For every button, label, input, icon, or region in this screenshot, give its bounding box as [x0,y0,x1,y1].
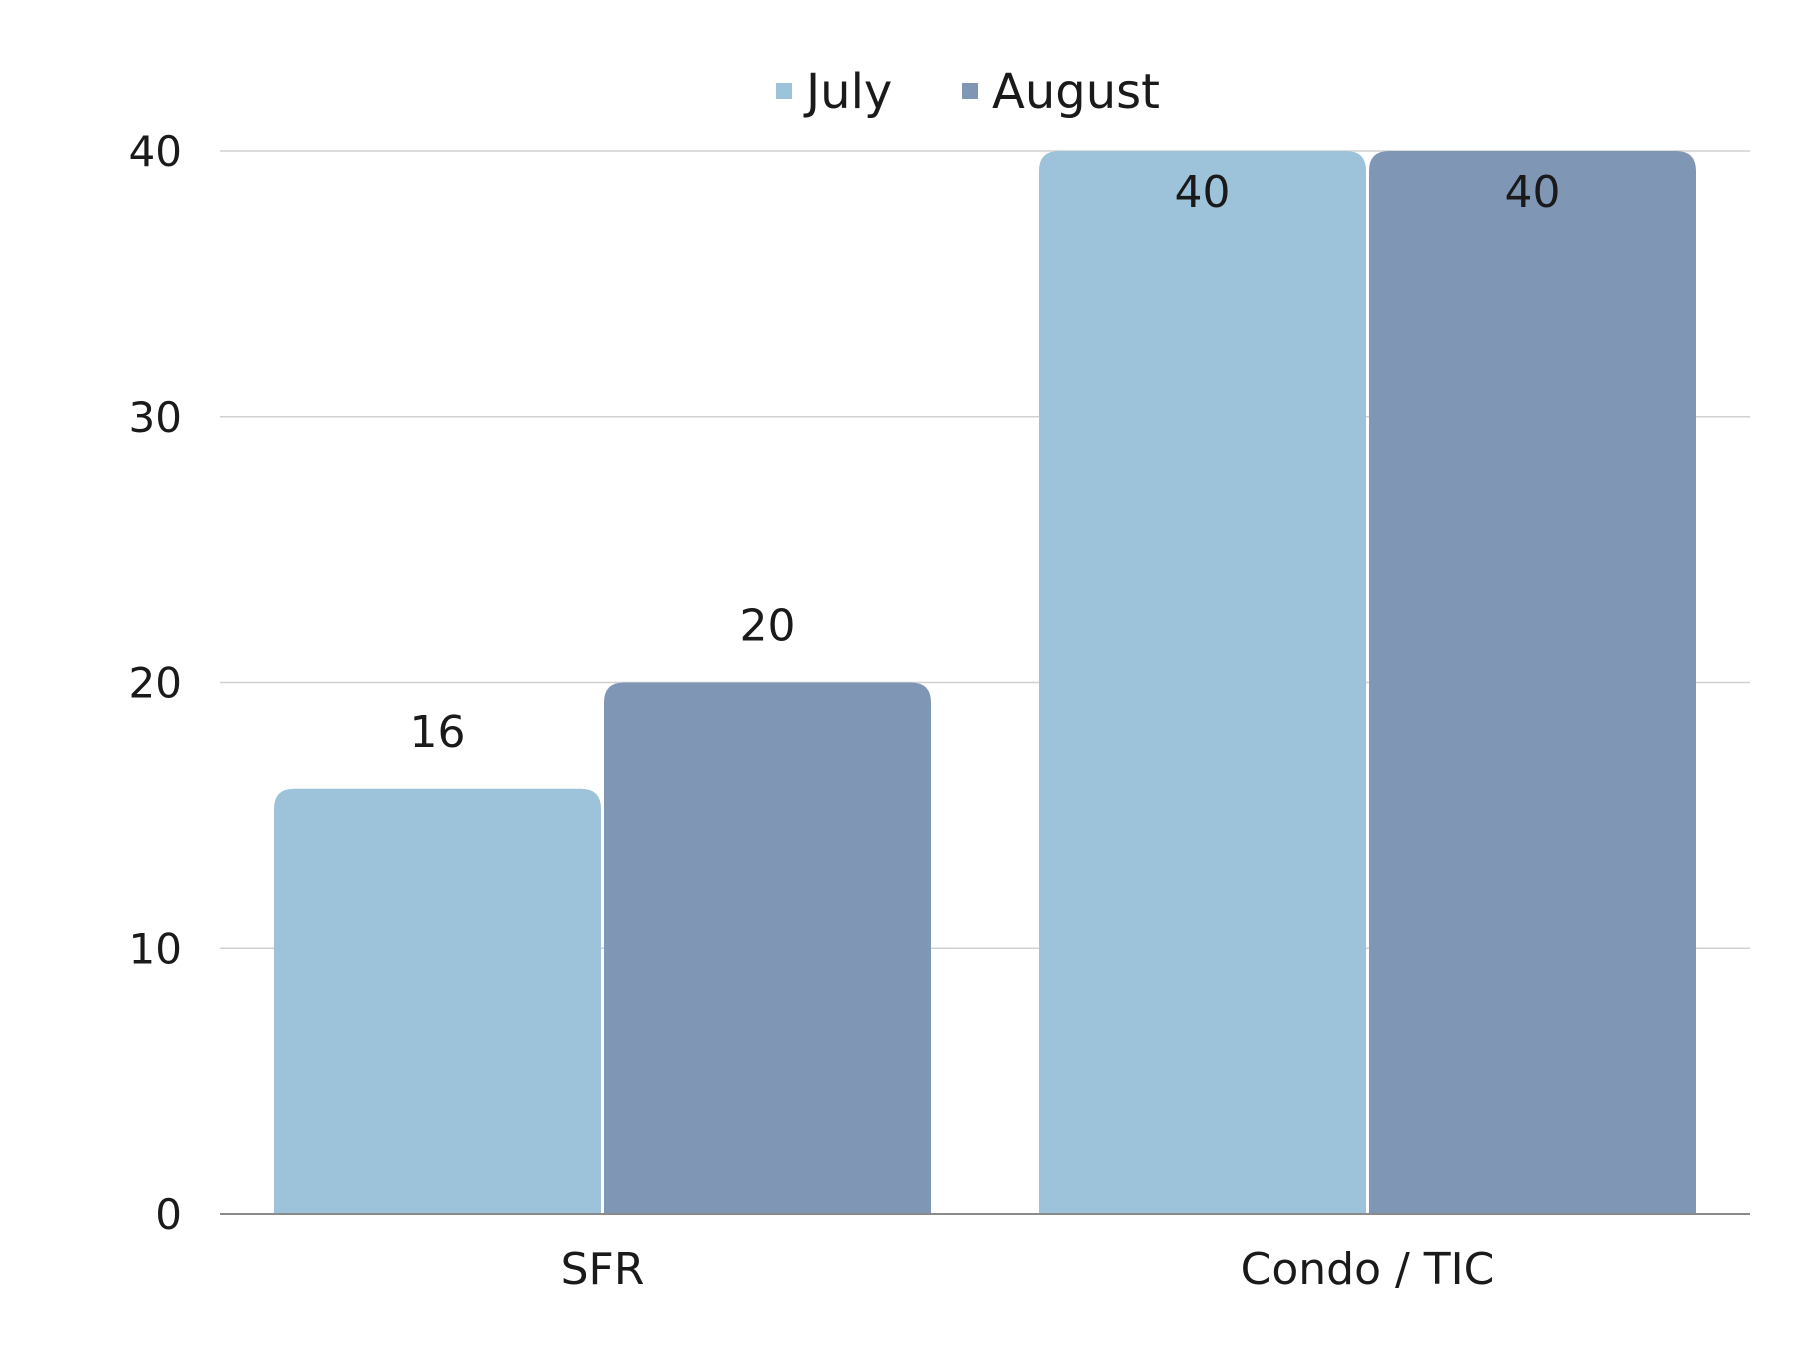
bar-august-1 [604,682,931,1214]
y-tick-label: 0 [155,1190,182,1239]
legend: July August [776,64,1160,120]
legend-item-july: July [776,64,892,120]
bar-july-1 [274,788,601,1214]
y-tick-label: 20 [129,659,182,708]
bars-layer [274,151,1696,1214]
legend-label: August [992,64,1160,120]
labels-layer: 16 20 40 40 [410,167,1561,758]
y-tick-label: 40 [129,127,182,176]
x-tick-label: Condo / TIC [1241,1244,1495,1295]
y-tick-label: 30 [129,393,182,442]
data-label: 16 [410,707,466,758]
legend-item-august: August [962,64,1160,120]
bar-july-2 [1039,151,1366,1214]
bar-august-2 [1369,151,1696,1214]
data-label: 40 [1505,167,1561,218]
y-tick-label: 10 [129,924,182,973]
legend-swatch [962,83,978,99]
x-tick-label: SFR [561,1244,645,1295]
axis-layer: 0 10 20 30 40 SFR Condo / TIC [129,127,1750,1295]
legend-swatch [776,83,792,99]
legend-label: July [803,64,892,120]
data-label: 40 [1175,167,1231,218]
data-label: 20 [740,601,796,652]
